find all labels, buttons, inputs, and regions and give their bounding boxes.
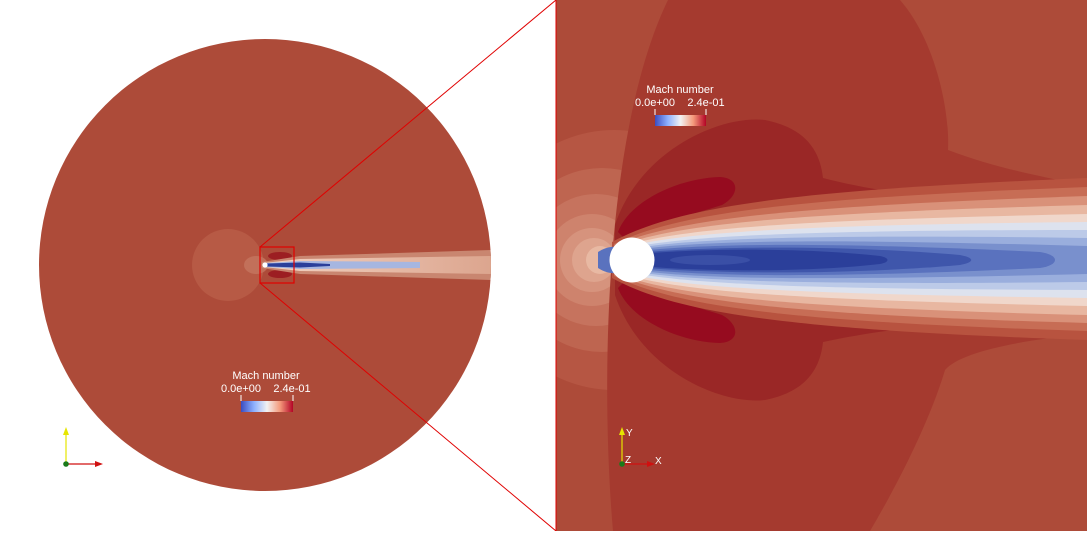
- zoom-panel: Mach number 0.0e+00 2.4e-01 Y X Z: [556, 0, 1087, 531]
- colorbar-gradient: [241, 401, 293, 412]
- zoom-box: [259, 246, 295, 284]
- cylinder: [609, 237, 655, 283]
- colorbar-overview: Mach number 0.0e+00 2.4e-01: [221, 370, 311, 412]
- colorbar-gradient: [655, 115, 706, 126]
- colorbar-max-label: 2.4e-01: [687, 97, 724, 109]
- cylinder-small: [262, 262, 268, 268]
- colorbar-title: Mach number: [232, 370, 300, 382]
- axes-triad-zoom: Y X Z: [619, 427, 662, 467]
- colorbar-title: Mach number: [646, 84, 714, 96]
- axes-triad-overview: [63, 427, 103, 467]
- colorbar-zoom: Mach number 0.0e+00 2.4e-01: [635, 84, 725, 126]
- axis-x-label: X: [655, 456, 662, 467]
- axis-z-label: Z: [625, 455, 631, 466]
- wake-core-zoom: [640, 249, 888, 271]
- zoom-connector-bottom: [259, 282, 557, 532]
- colorbar-min-label: 0.0e+00: [221, 383, 261, 395]
- axis-y-label: Y: [626, 428, 633, 439]
- colorbar-min-label: 0.0e+00: [635, 97, 675, 109]
- zoom-connector-top: [259, 0, 557, 248]
- wake-core: [267, 262, 330, 268]
- accelerated-lobe-bottom: [618, 280, 736, 343]
- colorbar-max-label: 2.4e-01: [273, 383, 310, 395]
- overview-panel: Mach number 0.0e+00 2.4e-01: [39, 39, 491, 491]
- accelerated-lobe-top: [618, 177, 736, 240]
- upstream-influence-region: [192, 229, 264, 301]
